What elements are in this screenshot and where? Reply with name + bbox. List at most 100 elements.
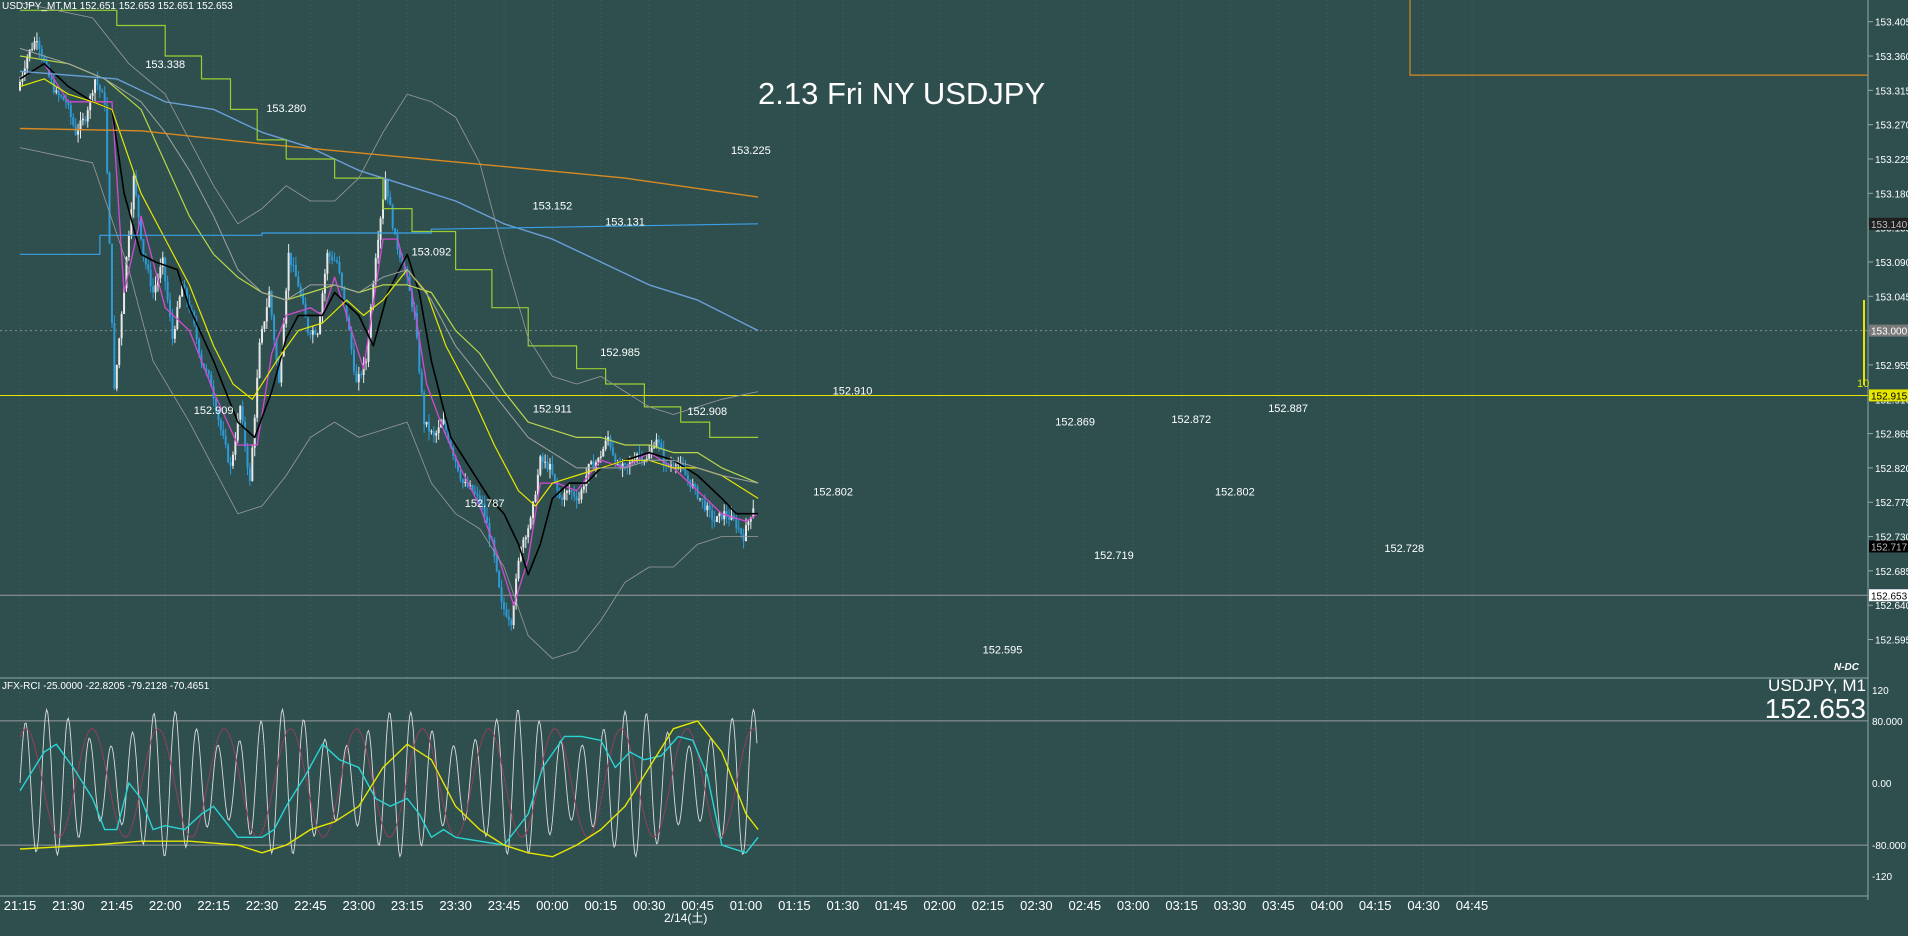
candle-body: [244, 421, 247, 447]
candle-body: [302, 295, 305, 304]
candle-body: [360, 374, 363, 376]
candle-body: [207, 370, 210, 375]
candle-body: [253, 417, 256, 448]
candle-body: [725, 511, 728, 517]
indicator-line: [19, 47, 759, 484]
candle-body: [236, 419, 239, 441]
candle-body: [723, 511, 726, 520]
candle-body: [261, 328, 263, 343]
candle-body: [718, 513, 721, 517]
candle-body: [580, 489, 583, 500]
candle-body: [113, 322, 116, 389]
bid-price: 152.653: [1764, 693, 1866, 724]
rci-subwindow: [0, 707, 1868, 859]
indicator-line: [19, 127, 759, 198]
candle-body: [81, 118, 84, 121]
candle-body: [684, 468, 687, 476]
candle-body: [473, 490, 476, 494]
time-tick-label: 03:45: [1262, 898, 1295, 913]
candle-body: [401, 257, 404, 266]
rci-tick-label: 0.00: [1872, 779, 1892, 790]
candle-body: [614, 454, 617, 465]
candle-body: [742, 533, 745, 542]
candle-body: [430, 431, 433, 433]
candle-body: [35, 41, 38, 43]
candle-body: [178, 296, 181, 308]
candle-body: [708, 505, 711, 510]
candle-body: [166, 281, 169, 300]
rci-fast-line: [19, 707, 758, 859]
candle-body: [345, 299, 348, 318]
candle-body: [481, 503, 484, 505]
candle-body: [544, 461, 547, 463]
candle-body: [321, 293, 324, 316]
candle-body: [219, 419, 222, 430]
price-tick-label: 152.730: [1875, 533, 1908, 544]
price-annotation: 153.152: [533, 201, 573, 213]
candle-body: [621, 463, 624, 469]
price-tick-label: 152.820: [1875, 464, 1908, 475]
candle-body: [677, 464, 680, 466]
candle-body: [152, 286, 155, 293]
candle-body: [604, 440, 607, 449]
indicator-line: [20, 9, 759, 438]
candle-body: [558, 490, 561, 498]
price-tick-label: 153.270: [1875, 121, 1908, 132]
rci-tick-label: -120: [1872, 872, 1892, 883]
candle-body: [338, 262, 341, 273]
candle-body: [556, 480, 559, 491]
candle-body: [568, 490, 571, 492]
price-tick-label: 153.225: [1875, 155, 1908, 166]
price-tag-bg: [1869, 324, 1908, 337]
candle-body: [384, 179, 387, 200]
price-tag-bg: [1869, 589, 1908, 602]
candle-body: [565, 490, 568, 493]
candle-body: [665, 463, 668, 465]
candle-body: [120, 314, 123, 339]
candle-body: [616, 463, 619, 465]
candle-body: [515, 578, 518, 605]
candle-body: [425, 421, 428, 425]
price-tick-label: 152.640: [1875, 601, 1908, 612]
candle-body: [379, 218, 382, 240]
price-tag-label: 153.140: [1871, 220, 1908, 231]
candle-body: [570, 490, 573, 493]
candle-body: [747, 521, 750, 526]
candle-body: [495, 556, 498, 571]
candle-body: [251, 447, 254, 481]
candle-body: [140, 217, 142, 240]
candle-body: [256, 377, 259, 418]
candle-body: [79, 120, 82, 131]
candle-body: [694, 484, 697, 487]
candle-body: [648, 453, 651, 459]
candle-body: [365, 361, 368, 364]
candle-body: [575, 496, 578, 501]
candle-body: [77, 130, 80, 135]
price-annotation: 153.225: [731, 145, 771, 157]
candle-body: [173, 328, 176, 339]
candle-body: [532, 501, 535, 518]
candle-body: [377, 239, 380, 259]
candle-body: [592, 461, 595, 469]
time-tick-label: 01:00: [730, 898, 763, 913]
indicator-line: [19, 55, 759, 484]
candle-body: [352, 349, 355, 372]
candle-body: [701, 498, 704, 501]
candle-body: [587, 463, 590, 476]
candle-body: [190, 310, 193, 312]
price-tag-label: 152.915: [1871, 391, 1908, 402]
candle-body: [561, 497, 564, 500]
price-tick-label: 152.685: [1875, 567, 1908, 578]
candle-body: [737, 528, 740, 530]
candle-body: [98, 85, 101, 91]
date-label: 2/14(土): [664, 911, 708, 925]
candle-body: [483, 503, 486, 517]
time-tick-label: 00:00: [536, 898, 569, 913]
candle-body: [471, 485, 474, 491]
volume-tag: 10: [1857, 378, 1870, 390]
candle-body: [703, 500, 706, 511]
candle-body: [548, 463, 551, 470]
candle-body: [573, 492, 576, 497]
price-annotation: 152.728: [1384, 543, 1424, 555]
time-tick-label: 02:30: [1020, 898, 1053, 913]
